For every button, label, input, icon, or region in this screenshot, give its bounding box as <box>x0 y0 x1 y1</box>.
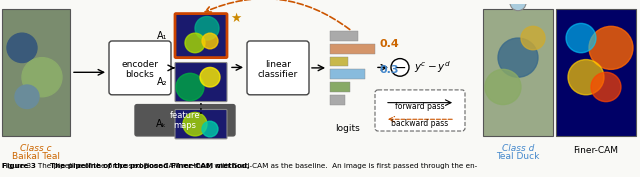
Text: 0.3: 0.3 <box>380 65 399 75</box>
Text: feature
maps: feature maps <box>170 111 200 130</box>
Circle shape <box>202 121 218 137</box>
Circle shape <box>200 67 220 87</box>
Bar <box>2 9 70 136</box>
Text: Class d: Class d <box>502 144 534 153</box>
Text: Teal Duck: Teal Duck <box>496 152 540 161</box>
Text: ⋮: ⋮ <box>194 101 208 116</box>
Bar <box>483 9 553 136</box>
Circle shape <box>15 85 39 109</box>
Text: $y^c - y^d$: $y^c - y^d$ <box>414 59 451 75</box>
FancyBboxPatch shape <box>175 110 227 139</box>
Text: Aₖ: Aₖ <box>156 119 167 129</box>
Bar <box>330 57 348 66</box>
Bar <box>330 82 350 92</box>
Circle shape <box>521 26 545 50</box>
Circle shape <box>568 60 604 95</box>
Text: linear: linear <box>265 61 291 69</box>
Text: Figure 3: Figure 3 <box>2 163 36 169</box>
FancyBboxPatch shape <box>109 41 171 95</box>
Text: backward pass: backward pass <box>392 119 449 128</box>
Circle shape <box>485 69 521 105</box>
Circle shape <box>22 58 62 97</box>
Text: −: − <box>394 60 406 74</box>
Circle shape <box>566 23 596 53</box>
Circle shape <box>391 59 409 76</box>
Text: logits: logits <box>335 124 360 133</box>
Circle shape <box>7 33 37 62</box>
Text: classifier: classifier <box>258 70 298 79</box>
Text: ★: ★ <box>230 12 241 25</box>
Bar <box>330 31 358 41</box>
Text: blocks: blocks <box>125 70 154 79</box>
Bar <box>330 69 365 79</box>
Text: Class c: Class c <box>20 144 52 153</box>
Circle shape <box>176 73 204 101</box>
FancyBboxPatch shape <box>175 62 227 102</box>
Text: Figure 3   The pipeline of the proposed Finer-CAM method, with Grad-CAM as the b: Figure 3 The pipeline of the proposed Fi… <box>2 163 477 169</box>
Text: encoder: encoder <box>122 61 159 69</box>
Bar <box>330 44 375 54</box>
Text: forward pass: forward pass <box>395 102 445 111</box>
Text: A₁: A₁ <box>157 31 167 41</box>
Text: Finer-CAM: Finer-CAM <box>573 146 618 155</box>
Circle shape <box>510 0 526 11</box>
Circle shape <box>591 72 621 102</box>
Text: 0.4: 0.4 <box>380 39 400 49</box>
Circle shape <box>183 112 207 136</box>
Circle shape <box>185 33 205 53</box>
Circle shape <box>498 38 538 77</box>
FancyBboxPatch shape <box>175 14 227 58</box>
Bar <box>330 95 345 105</box>
Text: A₂: A₂ <box>157 77 167 87</box>
Circle shape <box>202 33 218 49</box>
FancyBboxPatch shape <box>375 90 465 131</box>
FancyBboxPatch shape <box>247 41 309 95</box>
Text: The pipeline of the proposed Finer-CAM method,: The pipeline of the proposed Finer-CAM m… <box>45 163 250 169</box>
FancyBboxPatch shape <box>135 105 235 136</box>
Circle shape <box>589 26 633 69</box>
Text: Baikal Teal: Baikal Teal <box>12 152 60 161</box>
Bar <box>556 9 636 136</box>
Circle shape <box>195 16 219 40</box>
